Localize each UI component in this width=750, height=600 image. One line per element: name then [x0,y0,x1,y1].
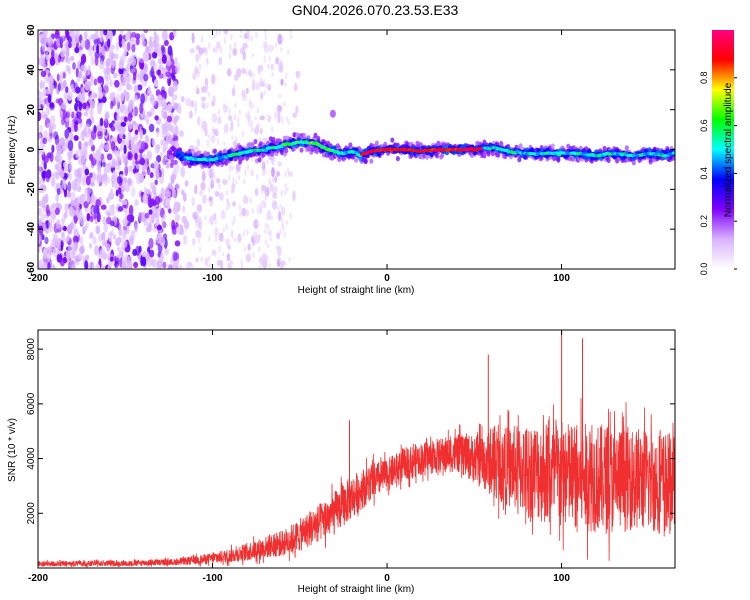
colorbar-tick-label: 0.6 [699,119,709,132]
spectrogram-xtick-label: 0 [384,273,390,284]
snr-xtick-label: 0 [384,573,390,584]
spectrogram-ytick-label: 20 [26,104,37,116]
colorbar-tick-label: 0.2 [699,215,709,228]
spectrogram-ytick-label: 40 [26,64,37,76]
snr-series-line [38,397,675,568]
spectrogram-xlabel: Height of straight line (km) [298,285,415,296]
spectrogram-xtick-label: 100 [553,273,570,284]
colorbar: 0.0 0.2 0.4 0.6 0.8 Normalized spectral ampl… [699,30,737,275]
signal-ridge [166,109,675,169]
figure-title: GN04.2026.070.23.53.E33 [291,2,459,18]
spectrogram-xtick-label: -200 [28,273,48,284]
colorbar-gradient [712,30,734,269]
spectrogram-ytick-label: 60 [26,24,37,36]
colorbar-ticks: 0.0 0.2 0.4 0.6 0.8 [699,72,737,276]
snr-ytick-label: 2000 [26,502,37,525]
spectrogram-ytick-label: 0 [26,146,37,152]
ridge-blob [329,109,336,118]
colorbar-tick-label: 0.8 [699,72,709,85]
snr-ytick-label: 4000 [26,447,37,470]
snr-plot-area [38,330,675,568]
snr-xtick-label: -200 [28,573,48,584]
colorbar-tick-label: 0.4 [699,167,709,180]
snr-axes: -200 -100 0 100 2000 4000 6000 8000 [26,330,675,584]
spectrogram-ytick-label: -60 [26,261,37,276]
colorbar-tick-label: 0.0 [699,263,709,276]
snr-panel: -200 -100 0 100 2000 4000 6000 8000 Height of s… [7,329,676,595]
snr-xlabel: Height of straight line (km) [298,584,415,595]
spectrogram-xtick-label: -100 [203,273,223,284]
noise-speckle [38,30,301,269]
spectrogram-ytick-label: -40 [26,222,37,237]
snr-xtick-label: 100 [553,573,570,584]
snr-spikes [349,330,583,500]
snr-xtick-label: -100 [203,573,223,584]
snr-ytick-label: 6000 [26,392,37,415]
spectrogram-ylabel: Frequency (Hz) [7,116,18,185]
snr-background [38,330,675,568]
spectrogram-image [38,30,675,269]
snr-ytick-label: 8000 [26,338,37,361]
colorbar-label: Normalized spectral amplitude [723,82,734,217]
snr-ylabel: SNR (10 * v/v) [7,418,18,482]
snr-frame [37,329,676,569]
spectrogram-ytick-label: -20 [26,182,37,197]
